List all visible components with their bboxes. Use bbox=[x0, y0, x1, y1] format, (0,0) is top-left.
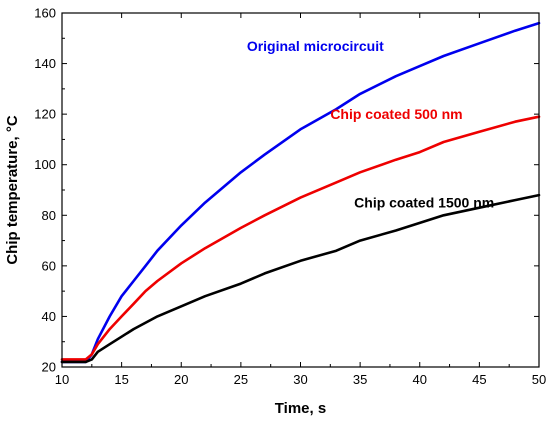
x-tick-label: 40 bbox=[413, 372, 427, 387]
x-tick-label: 30 bbox=[293, 372, 307, 387]
axis-ticks: 10 15 20 25 30 35 40 45 50 20 40 60 80 100 120 140 160 bbox=[34, 6, 546, 388]
series-label-0: Original microcircuit bbox=[247, 38, 384, 54]
series-label-2: Chip coated 1500 nm bbox=[354, 195, 494, 211]
series-line-1 bbox=[60, 115, 541, 361]
y-tick-label: 160 bbox=[34, 6, 56, 21]
y-tick-label: 60 bbox=[42, 258, 56, 273]
x-tick-label: 45 bbox=[472, 372, 486, 387]
y-tick-label: 40 bbox=[42, 309, 56, 324]
series-line-2 bbox=[60, 193, 541, 364]
y-tick-label: 120 bbox=[34, 107, 56, 122]
x-tick-label: 20 bbox=[174, 372, 188, 387]
plot-frame bbox=[61, 12, 540, 368]
x-tick-label: 35 bbox=[353, 372, 367, 387]
x-tick-label: 15 bbox=[114, 372, 128, 387]
y-tick-label: 80 bbox=[42, 208, 56, 223]
y-tick-label: 100 bbox=[34, 157, 56, 172]
series-line-0 bbox=[60, 21, 541, 364]
x-tick-label: 25 bbox=[234, 372, 248, 387]
y-tick-label: 20 bbox=[42, 360, 56, 375]
y-tick-label: 140 bbox=[34, 56, 56, 71]
series-label-1: Chip coated 500 nm bbox=[330, 106, 462, 122]
x-tick-label: 50 bbox=[532, 372, 546, 387]
x-axis-label: Time, s bbox=[275, 400, 326, 417]
y-axis-label: Chip temperature, °C bbox=[4, 115, 21, 265]
plot-area: Original microcircuit Chip coated 500 nm C… bbox=[60, 21, 541, 364]
x-tick-label: 10 bbox=[55, 372, 69, 387]
